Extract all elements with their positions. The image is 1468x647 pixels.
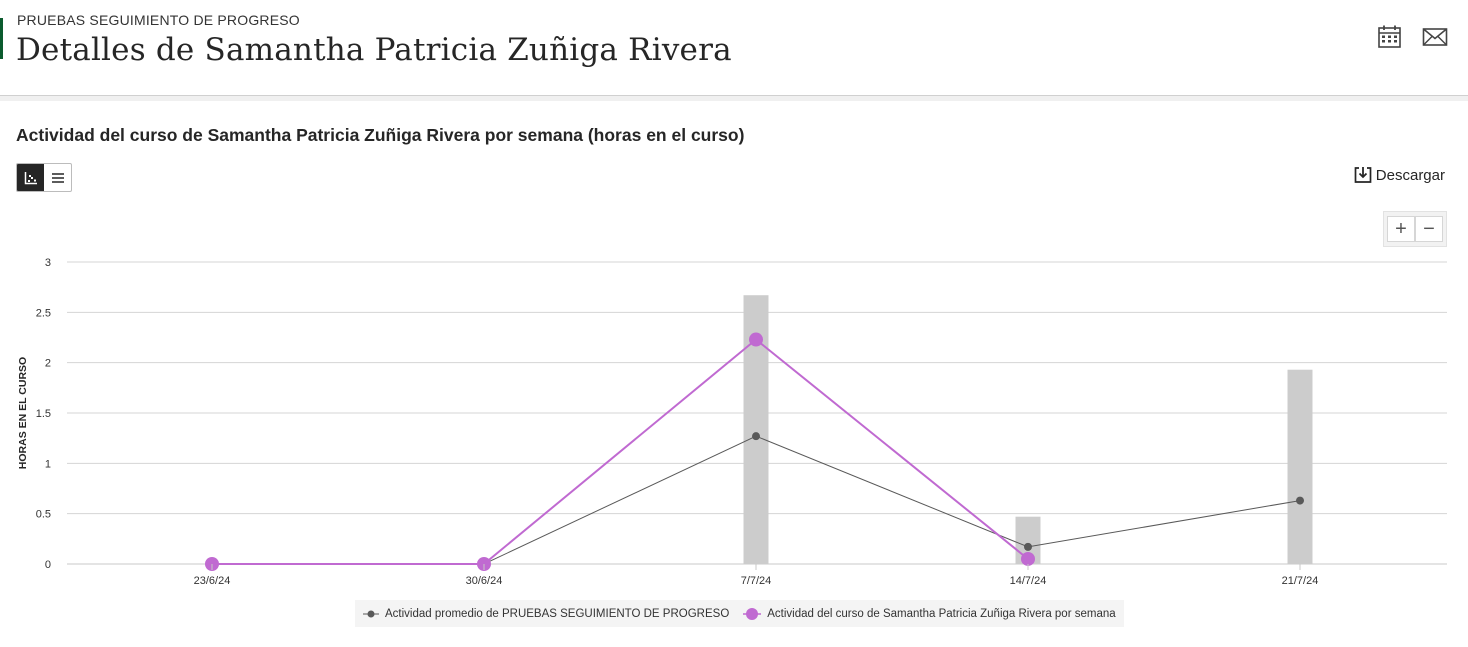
activity-bar[interactable] [1015,516,1041,564]
page-title: Detalles de Samantha Patricia Zuñiga Riv… [16,32,732,68]
average-series-line [212,435,1301,565]
legend-label-student: Actividad del curso de Samantha Patricia… [767,607,1116,620]
student-series-line [212,338,1029,565]
legend-label-average: Actividad promedio de PRUEBAS SEGUIMIENT… [385,607,730,620]
x-tick-label: 7/7/24 [741,575,772,587]
student-series-point[interactable] [205,557,219,571]
chart-legend: Actividad promedio de PRUEBAS SEGUIMIENT… [355,600,1124,627]
header-divider-band [0,96,1468,101]
list-view-button[interactable] [44,164,71,191]
y-tick-label: 0 [45,559,51,571]
average-series-point[interactable] [752,432,760,441]
activity-bar[interactable] [743,295,769,564]
email-icon[interactable] [1422,24,1448,50]
calendar-icon[interactable] [1377,24,1403,50]
activity-bar[interactable] [1287,369,1313,564]
student-series-marker [743,607,762,620]
y-tick-label: 1.5 [36,408,51,420]
zoom-controls: + − [1383,211,1447,247]
y-tick-label: 3 [45,257,51,269]
y-tick-label: 0.5 [36,509,51,521]
view-toggle [16,163,72,192]
student-series-point[interactable] [749,332,763,347]
list-view-icon [51,172,64,183]
legend-item-average[interactable]: Actividad promedio de PRUEBAS SEGUIMIENT… [363,608,729,620]
page-header: PRUEBAS SEGUIMIENTO DE PROGRESO Detalles… [0,0,1468,96]
average-series-point[interactable] [1024,542,1032,551]
chart-title: Actividad del curso de Samantha Patricia… [16,125,745,145]
y-axis-label: HORAS EN EL CURSO [17,357,29,469]
x-tick-label: 21/7/24 [1282,575,1319,587]
chart-view-button[interactable] [17,164,44,191]
x-tick-label: 23/6/24 [194,575,231,587]
legend-item-student[interactable]: Actividad del curso de Samantha Patricia… [743,607,1116,621]
download-icon [1354,167,1372,183]
student-series-point[interactable] [1021,551,1035,566]
x-tick-label: 30/6/24 [466,575,503,587]
header-accent-bar [0,18,3,59]
average-series-point[interactable] [1296,496,1304,505]
download-button[interactable]: Descargar [1354,166,1445,184]
zoom-out-button[interactable]: − [1415,216,1443,242]
student-series-point[interactable] [477,557,491,571]
x-tick-label: 14/7/24 [1010,575,1047,587]
average-series-point[interactable] [208,560,216,568]
average-series-point[interactable] [480,560,488,568]
average-series-marker [363,610,379,617]
zoom-in-button[interactable]: + [1387,216,1415,242]
download-label: Descargar [1375,166,1445,184]
chart-view-icon [24,171,37,184]
page-eyebrow: PRUEBAS SEGUIMIENTO DE PROGRESO [17,12,300,28]
y-tick-label: 2 [45,358,51,370]
y-tick-label: 2.5 [36,307,51,319]
y-tick-label: 1 [45,458,51,470]
